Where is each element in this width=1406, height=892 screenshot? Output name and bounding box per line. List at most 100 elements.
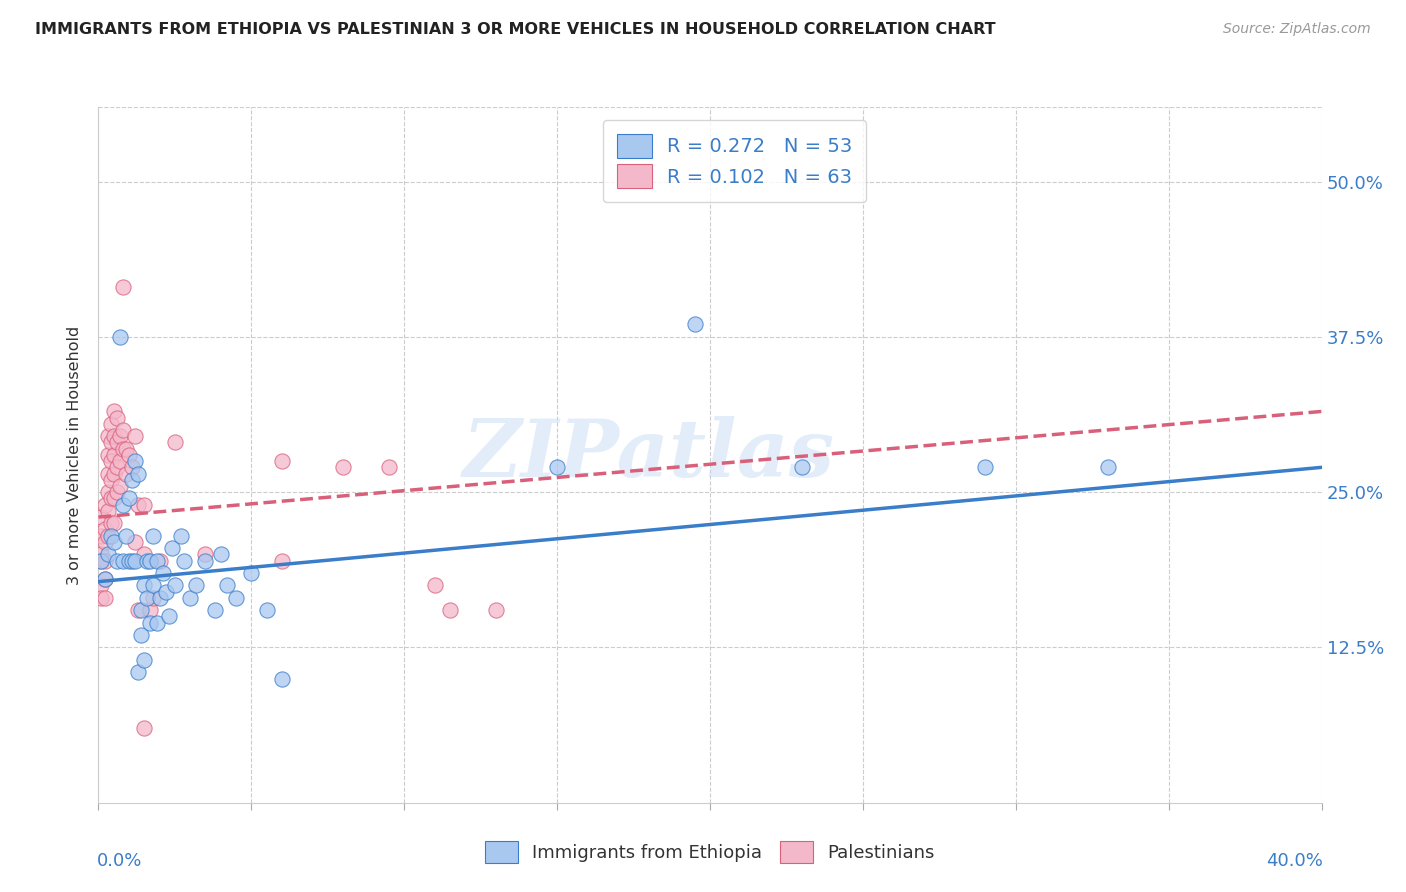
Point bbox=[121, 553, 143, 567]
Point bbox=[100, 516, 122, 531]
Point bbox=[139, 615, 162, 630]
Point bbox=[97, 485, 120, 500]
Legend: Immigrants from Ethiopia, Palestinians: Immigrants from Ethiopia, Palestinians bbox=[475, 830, 945, 874]
Point bbox=[127, 665, 149, 680]
Point bbox=[118, 448, 141, 462]
Point bbox=[127, 603, 149, 617]
Point bbox=[105, 553, 128, 567]
Point bbox=[93, 535, 115, 549]
Point bbox=[118, 553, 141, 567]
Point bbox=[145, 615, 167, 630]
Point bbox=[139, 553, 162, 567]
Point bbox=[97, 467, 120, 481]
Point bbox=[90, 529, 112, 543]
Point bbox=[142, 591, 165, 605]
Point bbox=[111, 498, 134, 512]
Point bbox=[100, 491, 122, 506]
Point bbox=[103, 516, 125, 531]
Text: ZIPatlas: ZIPatlas bbox=[463, 417, 835, 493]
Point bbox=[108, 330, 131, 344]
Point bbox=[93, 523, 115, 537]
Point bbox=[93, 572, 115, 586]
Point bbox=[105, 410, 128, 425]
Point bbox=[103, 448, 125, 462]
Point bbox=[124, 535, 146, 549]
Point bbox=[194, 547, 217, 561]
Point bbox=[142, 529, 165, 543]
Point bbox=[118, 491, 141, 506]
Point bbox=[90, 547, 112, 561]
Point bbox=[163, 578, 186, 592]
Point bbox=[103, 429, 125, 443]
Point bbox=[152, 566, 174, 580]
Point bbox=[256, 603, 278, 617]
Point bbox=[111, 423, 134, 437]
Point bbox=[111, 280, 134, 294]
Point bbox=[105, 435, 128, 450]
Point bbox=[163, 435, 186, 450]
Point bbox=[157, 609, 180, 624]
Point bbox=[173, 553, 195, 567]
Point bbox=[93, 591, 115, 605]
Point bbox=[124, 454, 146, 468]
Point bbox=[134, 653, 156, 667]
Point bbox=[108, 454, 131, 468]
Point bbox=[115, 529, 138, 543]
Point bbox=[136, 553, 159, 567]
Point bbox=[105, 485, 128, 500]
Point bbox=[111, 442, 134, 456]
Point bbox=[134, 578, 156, 592]
Point bbox=[93, 572, 115, 586]
Point bbox=[124, 553, 146, 567]
Point bbox=[546, 460, 568, 475]
Point bbox=[90, 553, 112, 567]
Point bbox=[100, 473, 122, 487]
Point bbox=[105, 460, 128, 475]
Point bbox=[115, 467, 138, 481]
Point bbox=[103, 467, 125, 481]
Text: Source: ZipAtlas.com: Source: ZipAtlas.com bbox=[1223, 22, 1371, 37]
Point bbox=[90, 553, 112, 567]
Point bbox=[129, 628, 152, 642]
Point bbox=[121, 473, 143, 487]
Point bbox=[974, 460, 997, 475]
Point bbox=[97, 429, 120, 443]
Point bbox=[108, 479, 131, 493]
Point bbox=[423, 578, 446, 592]
Point bbox=[100, 529, 122, 543]
Point bbox=[103, 491, 125, 506]
Point bbox=[186, 578, 208, 592]
Point bbox=[209, 547, 232, 561]
Point bbox=[485, 603, 508, 617]
Point bbox=[270, 454, 292, 468]
Point bbox=[90, 510, 112, 524]
Point bbox=[683, 318, 706, 332]
Point bbox=[108, 429, 131, 443]
Point bbox=[90, 591, 112, 605]
Point bbox=[127, 498, 149, 512]
Point bbox=[129, 603, 152, 617]
Point bbox=[142, 578, 165, 592]
Point bbox=[93, 498, 115, 512]
Point bbox=[115, 442, 138, 456]
Point bbox=[225, 591, 247, 605]
Point bbox=[134, 547, 156, 561]
Point bbox=[100, 435, 122, 450]
Point bbox=[179, 591, 201, 605]
Text: 0.0%: 0.0% bbox=[97, 852, 142, 870]
Point bbox=[90, 578, 112, 592]
Point bbox=[124, 429, 146, 443]
Point bbox=[204, 603, 226, 617]
Point bbox=[134, 721, 156, 735]
Point bbox=[100, 417, 122, 431]
Point bbox=[149, 591, 172, 605]
Point bbox=[136, 591, 159, 605]
Point bbox=[100, 454, 122, 468]
Point bbox=[160, 541, 183, 555]
Point bbox=[103, 404, 125, 418]
Point bbox=[97, 547, 120, 561]
Point bbox=[93, 553, 115, 567]
Point bbox=[134, 498, 156, 512]
Point bbox=[97, 504, 120, 518]
Point bbox=[240, 566, 263, 580]
